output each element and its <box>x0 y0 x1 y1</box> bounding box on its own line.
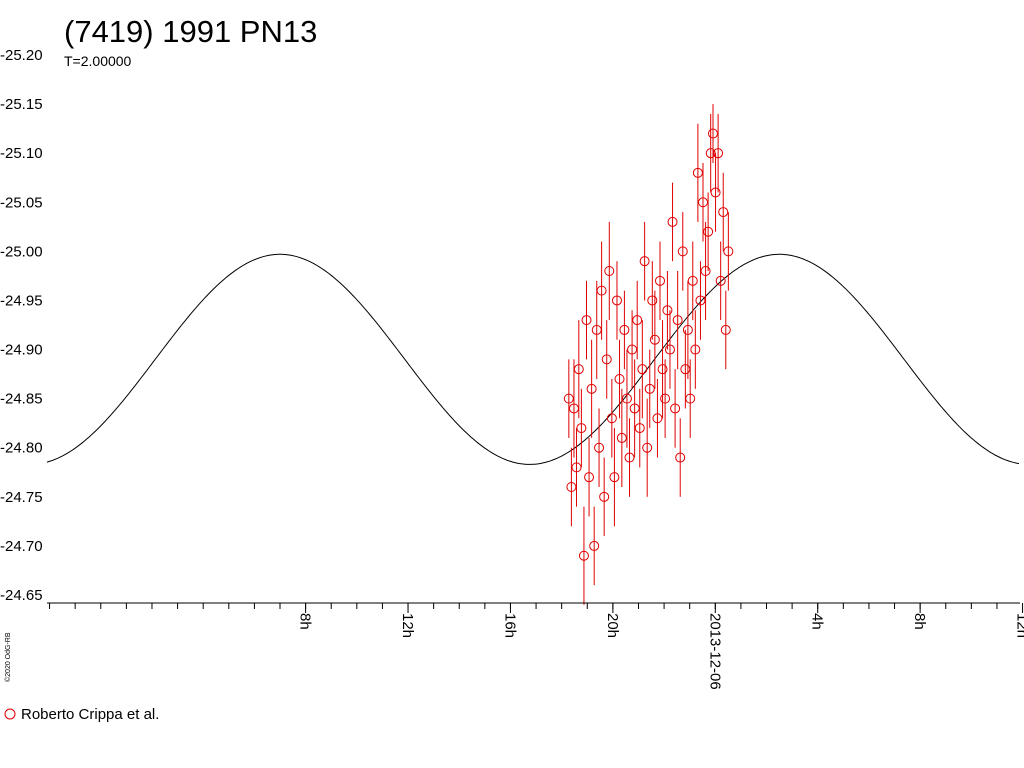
y-tick-label: -24.70 <box>0 538 43 555</box>
axes-layer: -25.20 -25.15 -25.10 -25.05 -25.00 -24.95 -24.… <box>0 47 1024 690</box>
x-tick-label: 12h <box>1014 613 1024 638</box>
legend-label: Roberto Crippa et al. <box>21 706 159 723</box>
y-tick-label: -25.00 <box>0 243 43 260</box>
data-point <box>715 275 726 286</box>
y-tick-label: -24.90 <box>0 342 43 359</box>
chart-title: (7419) 1991 PN13 <box>64 14 317 49</box>
data-point <box>629 403 640 414</box>
data-point <box>652 413 663 424</box>
model-curve-line <box>46 253 1020 465</box>
data-point <box>584 472 595 483</box>
data-point <box>713 148 724 159</box>
data-point <box>596 285 607 296</box>
y-tick-label: -25.15 <box>0 96 43 113</box>
data-point <box>566 482 577 492</box>
data-point <box>664 344 675 355</box>
data-point <box>576 423 587 434</box>
data-point <box>698 197 709 208</box>
data-point <box>677 246 688 257</box>
data-point <box>657 364 668 375</box>
data-point <box>604 266 615 276</box>
data-point <box>642 442 653 453</box>
data-point <box>644 383 655 394</box>
data-point <box>578 550 589 561</box>
data-point <box>619 324 630 335</box>
data-point <box>581 315 592 326</box>
y-tick-label: -25.05 <box>0 194 43 211</box>
y-tick-label: -24.80 <box>0 440 43 457</box>
data-points-layer <box>563 104 734 605</box>
legend-marker-circle-icon <box>4 708 16 720</box>
data-point <box>682 324 693 335</box>
data-point <box>621 393 632 404</box>
x-tick-label: 12h <box>399 613 416 638</box>
data-point <box>637 364 648 375</box>
data-point <box>586 383 597 394</box>
data-point <box>614 374 625 384</box>
data-point <box>700 266 711 276</box>
data-point <box>667 216 678 227</box>
data-point <box>692 167 703 178</box>
data-point <box>616 432 627 443</box>
data-point <box>654 275 665 286</box>
data-point <box>563 393 574 404</box>
data-point <box>647 295 658 306</box>
data-point <box>649 334 660 345</box>
x-tick-label: 4h <box>809 613 826 630</box>
data-point <box>601 354 612 365</box>
data-point <box>710 187 721 198</box>
data-point <box>670 403 681 414</box>
chart-subtitle: T=2.00000 <box>64 53 132 69</box>
data-point <box>690 344 701 355</box>
x-tick-label: 16h <box>501 613 518 638</box>
data-point <box>685 393 696 404</box>
data-point <box>660 393 671 404</box>
data-point <box>720 324 731 335</box>
data-point <box>723 246 734 257</box>
model-curve-layer <box>46 253 1020 465</box>
data-point <box>606 413 617 424</box>
copyright-text: ©2020 OdG-RB <box>4 632 12 682</box>
legend: Roberto Crippa et al. <box>4 706 159 723</box>
x-tick-label: 8h <box>911 613 928 630</box>
x-tick-label: 2013-12-06 <box>706 613 723 690</box>
data-point <box>639 256 650 267</box>
data-point <box>594 442 605 453</box>
data-point <box>672 315 683 326</box>
data-point <box>573 364 584 375</box>
data-point <box>611 295 622 306</box>
data-point <box>624 452 635 463</box>
y-tick-label: -24.75 <box>0 489 43 506</box>
data-point <box>634 423 645 434</box>
data-point <box>695 295 706 306</box>
y-tick-label: -25.10 <box>0 145 43 162</box>
data-point <box>609 472 620 483</box>
data-point <box>707 128 718 139</box>
data-point <box>589 540 600 551</box>
data-point <box>687 275 698 286</box>
data-point <box>703 226 714 237</box>
y-tick-label: -24.95 <box>0 292 43 309</box>
y-tick-label: -24.85 <box>0 391 43 408</box>
data-point <box>675 452 686 463</box>
data-point <box>662 305 673 316</box>
x-tick-label: 20h <box>604 613 621 638</box>
data-point <box>718 207 729 218</box>
data-point <box>627 344 638 355</box>
y-tick-label: -25.20 <box>0 47 43 64</box>
data-point <box>632 315 643 326</box>
x-tick-label: 8h <box>297 613 314 630</box>
y-tick-label: -24.65 <box>0 587 43 604</box>
data-point <box>599 491 610 502</box>
